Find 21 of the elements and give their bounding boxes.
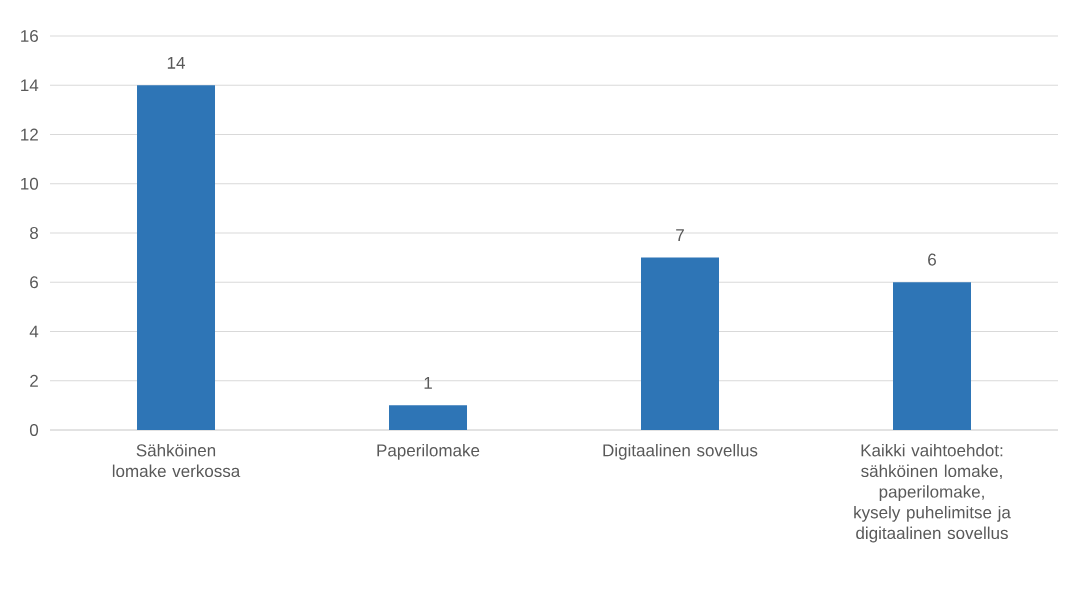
y-tick-label: 4 (29, 325, 39, 338)
bar (641, 257, 719, 430)
y-tick-label: 12 (21, 128, 38, 141)
data-label: 14 (167, 56, 185, 69)
x-tick-label: Paperilomake (377, 443, 480, 460)
y-tick-label: 16 (21, 29, 38, 43)
y-tick-label: 14 (21, 79, 39, 92)
bar (389, 405, 468, 430)
data-label: 1 (424, 377, 432, 389)
y-tick-label: 6 (30, 276, 38, 289)
bar (137, 85, 216, 430)
y-tick-label: 10 (21, 177, 39, 190)
y-tick-label: 8 (30, 226, 39, 240)
x-tick-label: Digitaalinen sovellus (603, 443, 758, 460)
y-tick-label: 0 (29, 423, 39, 437)
x-tick-label: Kaikki vaihtoehdot: sähköinen lomake, paperilomake, kysely puhelimitse ja digitaalinen sovellus (854, 443, 1011, 543)
data-label: 6 (928, 253, 936, 266)
bar (893, 282, 971, 430)
data-label: 7 (676, 229, 684, 242)
y-tick-label: 2 (30, 374, 38, 387)
x-tick-label: Sähköinen lomake verkossa (112, 443, 241, 478)
